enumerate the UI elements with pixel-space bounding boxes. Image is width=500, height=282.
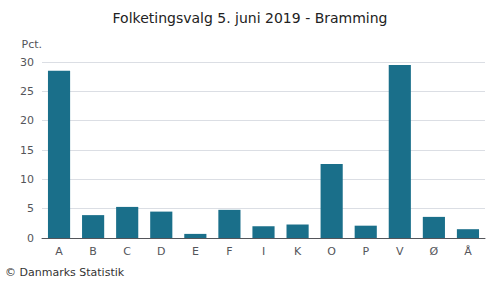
svg-text:D: D: [157, 245, 165, 258]
svg-text:Ø: Ø: [430, 245, 439, 258]
svg-text:25: 25: [20, 85, 34, 98]
svg-text:0: 0: [27, 232, 34, 245]
svg-text:Folketingsvalg 5. juni 2019 -: Folketingsvalg 5. juni 2019 - Bramming: [113, 10, 388, 26]
svg-text:K: K: [294, 245, 302, 258]
svg-text:15: 15: [20, 144, 34, 157]
svg-text:F: F: [226, 245, 232, 258]
svg-text:P: P: [362, 245, 369, 258]
svg-text:20: 20: [20, 114, 34, 127]
svg-text:I: I: [262, 245, 265, 258]
svg-text:E: E: [192, 245, 199, 258]
svg-text:Å: Å: [464, 245, 472, 258]
svg-text:V: V: [396, 245, 404, 258]
svg-text:A: A: [55, 245, 63, 258]
svg-text:O: O: [327, 245, 336, 258]
svg-text:© Danmarks Statistik: © Danmarks Statistik: [5, 266, 125, 279]
svg-text:C: C: [123, 245, 131, 258]
svg-text:B: B: [89, 245, 97, 258]
svg-text:Pct.: Pct.: [22, 38, 43, 51]
svg-text:30: 30: [20, 56, 34, 69]
svg-text:10: 10: [20, 173, 34, 186]
svg-text:5: 5: [27, 202, 34, 215]
